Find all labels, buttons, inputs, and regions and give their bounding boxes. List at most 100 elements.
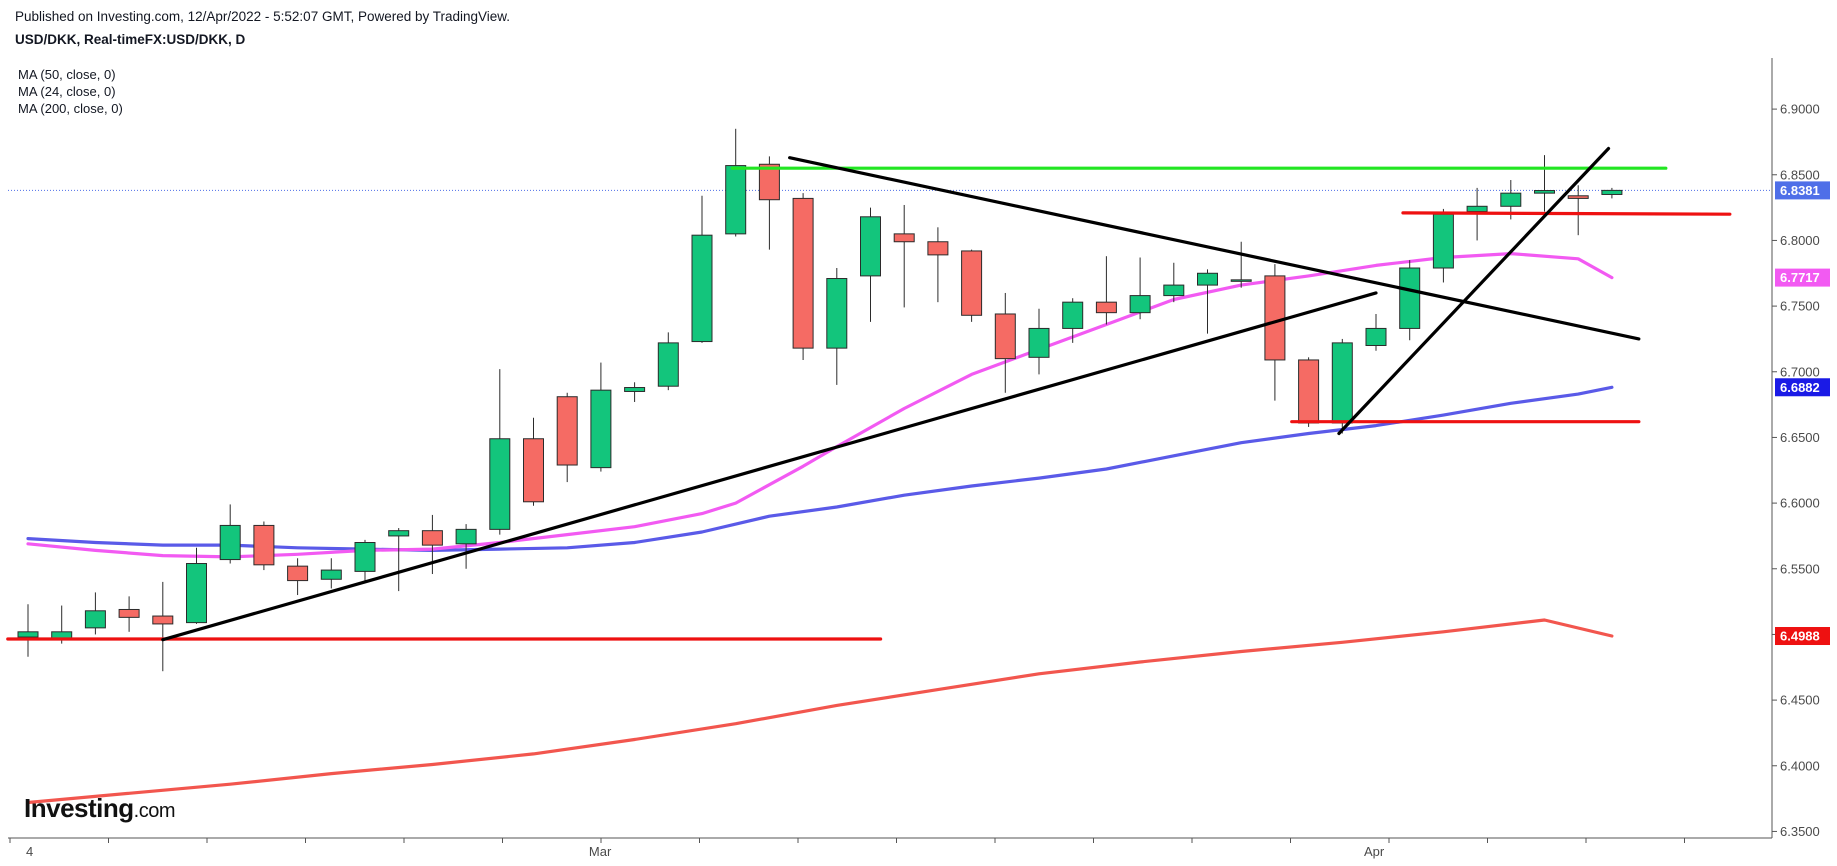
candle <box>758 156 780 250</box>
candle <box>1331 338 1353 434</box>
candle-body <box>1466 205 1488 213</box>
candle-body <box>523 438 544 503</box>
candle-body <box>860 216 881 277</box>
published-info: Published on Investing.com, 12/Apr/2022 … <box>15 9 511 24</box>
candle-body <box>1601 189 1623 195</box>
time-tick-label: Apr <box>1364 844 1385 859</box>
candle <box>893 204 915 308</box>
candle <box>320 558 342 589</box>
candle-body <box>994 313 1016 360</box>
price-tag-bg <box>1775 268 1830 287</box>
candle <box>1601 187 1623 199</box>
candle-body <box>1500 192 1522 207</box>
candle-body <box>1331 342 1353 424</box>
axes: 6.9000 6.8500 6.8000 6.7500 6.7000 6.6500 6.60… <box>8 58 1820 859</box>
price-tag: 6.6882 <box>1775 378 1830 397</box>
candle-body <box>455 528 477 545</box>
candle-body <box>1163 284 1185 297</box>
candle <box>523 417 544 506</box>
candle <box>1432 208 1454 283</box>
candle-body <box>287 565 309 582</box>
candle <box>1264 264 1286 401</box>
price-tick-label: 6.6000 <box>1780 496 1820 511</box>
candle-body <box>17 631 39 638</box>
candles <box>17 128 1623 672</box>
candle <box>624 382 646 402</box>
candle-body <box>320 569 342 580</box>
candle <box>556 392 578 483</box>
candle-body <box>624 387 646 392</box>
legend-ma24[interactable]: MA (24, close, 0) <box>18 84 116 99</box>
candle <box>1567 185 1589 236</box>
candle <box>590 362 612 472</box>
candle <box>455 524 477 569</box>
candle-body <box>556 396 578 466</box>
candle <box>118 596 140 632</box>
price-tick-label: 6.9000 <box>1780 102 1820 117</box>
candle <box>354 539 376 581</box>
candle <box>1028 308 1050 375</box>
candle-body <box>152 615 174 625</box>
candle-body <box>354 542 376 572</box>
trend-line <box>161 291 1378 642</box>
candle-body <box>1567 195 1589 199</box>
candle-body <box>186 563 207 624</box>
candle-body <box>590 389 612 469</box>
candle-body <box>1298 359 1320 424</box>
candle <box>657 332 679 391</box>
legend-ma200[interactable]: MA (200, close, 0) <box>18 101 123 116</box>
candle-body <box>253 524 275 566</box>
candle <box>860 207 881 322</box>
candle <box>186 547 207 624</box>
candle <box>1230 241 1252 288</box>
candle <box>388 528 410 592</box>
candle-body <box>961 250 983 316</box>
candle <box>1197 269 1218 334</box>
time-tick-label: Mar <box>589 844 612 859</box>
candle-body <box>84 610 106 629</box>
candle <box>961 249 983 322</box>
investing-logo: Investing.com <box>24 793 175 824</box>
candle-body <box>758 163 780 201</box>
candle-body <box>927 241 949 256</box>
ma50-line <box>26 385 1614 553</box>
candle-body <box>1197 272 1218 286</box>
candle <box>1129 257 1151 320</box>
candle <box>826 268 848 385</box>
candle-body <box>1062 301 1084 329</box>
candle-body <box>1028 327 1050 358</box>
candle <box>287 558 309 596</box>
candle-body <box>1230 279 1252 282</box>
price-tag-bg <box>1775 627 1830 646</box>
candle-body <box>1264 275 1286 361</box>
trend-line <box>1337 146 1611 436</box>
candle-body <box>1129 295 1151 314</box>
candle <box>219 504 241 564</box>
candle-body <box>421 530 443 546</box>
support-line <box>1401 211 1732 216</box>
candle-body <box>1365 327 1387 346</box>
ma24-line <box>26 252 1614 559</box>
candle-body <box>118 608 140 618</box>
price-tag-label: 6.4988 <box>1780 629 1820 644</box>
candle <box>1062 298 1084 343</box>
candle <box>1095 256 1117 325</box>
price-tag: 6.8381 <box>1775 181 1830 200</box>
candle <box>927 227 949 303</box>
legend-ma50[interactable]: MA (50, close, 0) <box>18 67 116 82</box>
candle-body <box>1399 267 1421 329</box>
price-tick-label: 6.7500 <box>1780 299 1820 314</box>
price-tick-label: 6.6500 <box>1780 430 1820 445</box>
candle <box>152 581 174 672</box>
candle-body <box>792 197 814 349</box>
candle <box>1163 262 1185 303</box>
candle <box>1298 357 1320 427</box>
price-tick-label: 6.5500 <box>1780 561 1820 576</box>
ma200-line <box>26 618 1614 805</box>
price-tick-label: 6.8500 <box>1780 167 1820 182</box>
price-tick-label: 6.3500 <box>1780 824 1820 839</box>
price-tag-label: 6.6882 <box>1780 380 1820 395</box>
candle <box>1534 155 1555 212</box>
candle-body <box>691 234 713 343</box>
